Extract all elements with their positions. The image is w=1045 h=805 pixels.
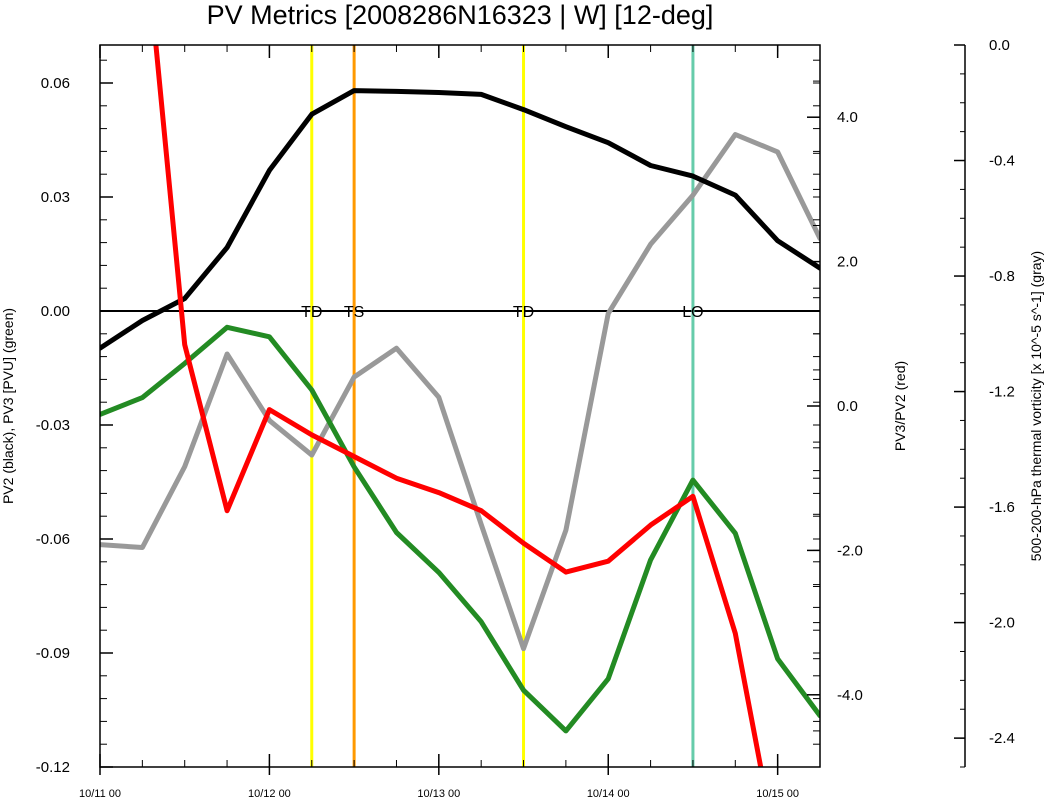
left-tick-label: 0.03 xyxy=(41,189,70,206)
far-right-y-axis: 0.0 -0.4 -0.8 -1.2 -1.6 -2.0 -2.4 xyxy=(954,37,1015,768)
pv3-green-line xyxy=(100,324,820,734)
left-tick-label: 0.00 xyxy=(41,303,70,320)
plot-area xyxy=(100,45,820,767)
far-right-axis-label: 500-200-hPa thermal vorticity [x 10^-5 s… xyxy=(1028,251,1044,561)
far-right-tick-label: -0.8 xyxy=(989,268,1015,285)
stage-label-lo: LO xyxy=(682,304,703,321)
far-right-tick-label: -2.0 xyxy=(989,615,1015,632)
left-axis-label: PV2 (black), PV3 [PVU] (green) xyxy=(0,308,16,504)
left-tick-label: -0.03 xyxy=(36,417,70,434)
right-tick-label: -2.0 xyxy=(837,542,863,559)
x-tick-label: 10/13 00 xyxy=(417,788,460,800)
stage-label-td: TD xyxy=(301,304,322,321)
right-tick-label: 0.0 xyxy=(837,398,858,415)
x-tick-label: 10/15 00 xyxy=(756,788,799,800)
right-tick-label: 4.0 xyxy=(837,109,858,126)
stage-label-ts: TS xyxy=(344,304,364,321)
pv-ratio-red-line xyxy=(153,45,764,767)
right-y-axis: 4.0 2.0 0.0 -2.0 -4.0 xyxy=(807,44,863,768)
right-tick-label: -4.0 xyxy=(837,687,863,704)
x-tick-label: 10/12 00 xyxy=(248,788,291,800)
left-tick-label: -0.12 xyxy=(36,759,70,776)
left-tick-label: -0.09 xyxy=(36,645,70,662)
left-tick-label: 0.06 xyxy=(41,75,70,92)
pv2-black-line xyxy=(100,88,820,351)
far-right-tick-label: -1.6 xyxy=(989,499,1015,516)
far-right-tick-label: -0.4 xyxy=(989,153,1015,170)
far-right-tick-label: 0.0 xyxy=(989,37,1010,54)
x-tick-label: 10/14 00 xyxy=(587,788,630,800)
left-tick-label: -0.06 xyxy=(36,531,70,548)
far-right-tick-label: -1.2 xyxy=(989,384,1015,401)
chart-title: PV Metrics [2008286N16323 | W] [12-deg] xyxy=(207,0,714,30)
left-y-axis: 0.06 0.03 0.00 -0.03 -0.06 -0.09 -0.12 xyxy=(36,59,820,776)
x-tick-label: 10/11 00 xyxy=(79,788,121,800)
far-right-tick-label: -2.4 xyxy=(989,730,1015,747)
thermal-vorticity-gray-line xyxy=(100,132,820,652)
stage-label-td: TD xyxy=(513,304,534,321)
right-axis-label: PV3/PV2 (red) xyxy=(892,361,908,451)
right-tick-label: 2.0 xyxy=(837,254,858,271)
x-axis: 10/11 00 10/12 00 10/13 00 10/14 00 10/15 00 xyxy=(79,45,821,800)
